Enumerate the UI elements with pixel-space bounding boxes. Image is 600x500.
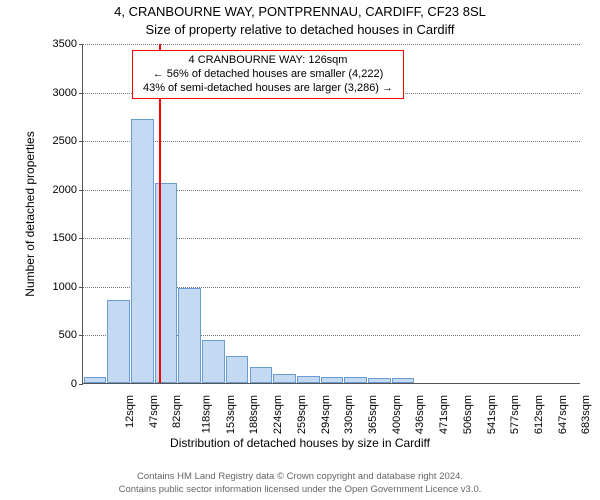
y-tick-label: 3500 [53, 38, 83, 50]
x-tick-label: 471sqm [438, 395, 450, 434]
histogram-bar [368, 378, 391, 383]
x-axis-label: Distribution of detached houses by size … [0, 436, 600, 450]
x-tick-label: 400sqm [391, 395, 403, 434]
annotation-line-3: 43% of semi-detached houses are larger (… [139, 82, 397, 96]
y-tick-label: 1500 [53, 232, 83, 244]
histogram-bar [84, 377, 107, 383]
gridline [83, 44, 580, 45]
histogram-bar [107, 300, 130, 383]
y-tick-label: 3000 [53, 87, 83, 99]
y-tick-label: 2500 [53, 135, 83, 147]
x-tick-label: 436sqm [415, 395, 427, 434]
x-tick-label: 153sqm [225, 395, 237, 434]
histogram-bar [131, 119, 154, 383]
x-tick-label: 647sqm [557, 395, 569, 434]
annotation-box: 4 CRANBOURNE WAY: 126sqm ← 56% of detach… [132, 50, 404, 99]
x-tick-label: 47sqm [148, 395, 160, 428]
y-tick-label: 0 [71, 378, 83, 390]
x-tick-label: 506sqm [462, 395, 474, 434]
histogram-bar [392, 378, 415, 383]
x-tick-label: 294sqm [320, 395, 332, 434]
histogram-bar [297, 376, 320, 383]
histogram-bar [250, 367, 273, 383]
histogram-bar [226, 356, 249, 383]
x-tick-label: 612sqm [533, 395, 545, 434]
y-tick-label: 1000 [53, 281, 83, 293]
histogram-bar [321, 377, 344, 383]
footer-line-2: Contains public sector information licen… [0, 484, 600, 496]
y-tick-label: 500 [59, 329, 83, 341]
x-tick-label: 683sqm [581, 395, 593, 434]
y-tick-label: 2000 [53, 184, 83, 196]
x-tick-label: 259sqm [296, 395, 308, 434]
x-tick-label: 541sqm [486, 395, 498, 434]
x-tick-label: 12sqm [124, 395, 136, 428]
histogram-bar [273, 374, 296, 383]
x-tick-label: 577sqm [509, 395, 521, 434]
annotation-line-2: ← 56% of detached houses are smaller (4,… [139, 68, 397, 82]
footer-line-1: Contains HM Land Registry data © Crown c… [0, 471, 600, 483]
footer-attribution: Contains HM Land Registry data © Crown c… [0, 471, 600, 496]
x-tick-label: 330sqm [343, 395, 355, 434]
gridline [83, 141, 580, 142]
histogram-bar [178, 288, 201, 383]
annotation-line-1: 4 CRANBOURNE WAY: 126sqm [139, 54, 397, 68]
chart-title-main: 4, CRANBOURNE WAY, PONTPRENNAU, CARDIFF,… [0, 4, 600, 19]
x-tick-label: 118sqm [200, 395, 212, 433]
histogram-bar [202, 340, 225, 383]
x-tick-label: 188sqm [249, 395, 261, 434]
y-axis-label: Number of detached properties [23, 131, 37, 296]
chart-title-sub: Size of property relative to detached ho… [0, 22, 600, 37]
x-tick-label: 365sqm [367, 395, 379, 434]
x-tick-label: 82sqm [171, 395, 183, 428]
x-tick-label: 224sqm [272, 395, 284, 434]
chart-container: 4, CRANBOURNE WAY, PONTPRENNAU, CARDIFF,… [0, 0, 600, 500]
histogram-bar [344, 377, 367, 383]
